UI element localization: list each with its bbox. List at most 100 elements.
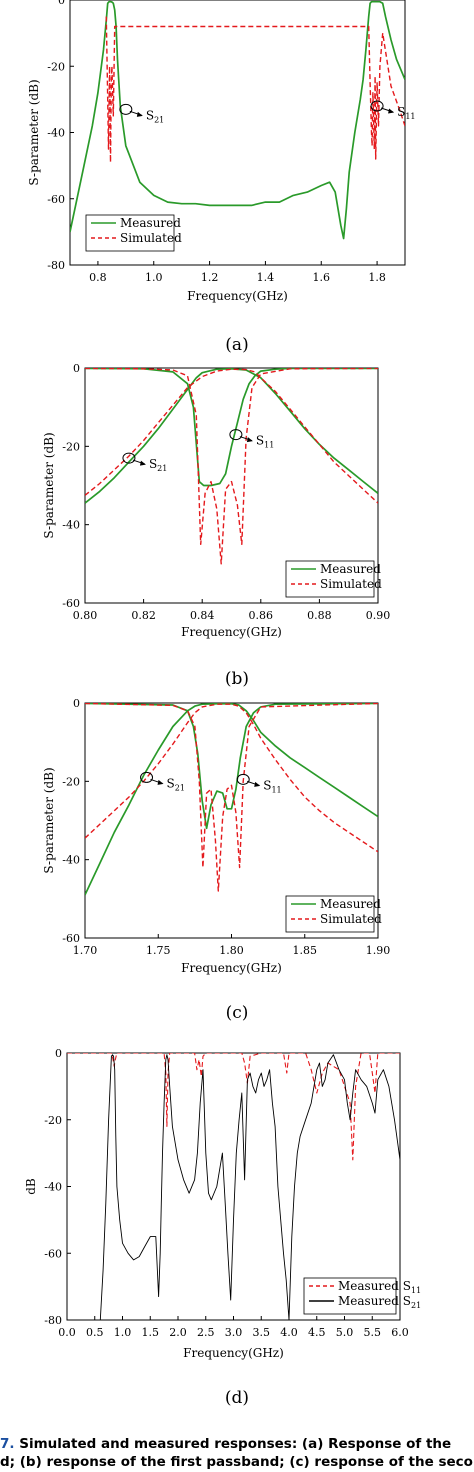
x-tick-label: 0.0 (58, 1326, 76, 1339)
series-line-measured-s21 (99, 1054, 400, 1320)
x-tick-label: 0.80 (73, 609, 98, 622)
annotation-label-s11: S11 (256, 434, 274, 450)
legend-label: Measured S11 (338, 1279, 421, 1295)
y-tick-label: 0 (73, 362, 80, 375)
y-tick-label: -20 (44, 1114, 62, 1127)
legend-label: Measured (320, 897, 381, 911)
annotation-arrowhead (136, 111, 143, 117)
caption-figure-number: 7. (0, 1436, 15, 1452)
series-line-simulated-s21 (85, 703, 378, 853)
figure-caption: 7. Simulated and measured responses: (a)… (0, 1435, 474, 1472)
legend-box (285, 560, 375, 598)
x-tick-label: 1.80 (219, 944, 244, 957)
y-tick-label: -40 (47, 127, 65, 140)
x-tick-label: 1.6 (313, 271, 331, 284)
series-line-measured-s21 (85, 368, 378, 504)
annotation-circle (229, 429, 243, 441)
x-tick-label: 6.0 (391, 1326, 409, 1339)
annotation-label-s11: S11 (397, 105, 415, 121)
x-tick-label: 0.88 (307, 609, 332, 622)
x-tick-label: 3.0 (225, 1326, 243, 1339)
annotation-circle (119, 103, 133, 115)
x-tick-label: 0.86 (249, 609, 274, 622)
legend-box (303, 1277, 397, 1315)
chart-panel-c: 0 -20 -40 -601.70 1.75 1.80 1.85 1.90 Frequency(… (42, 697, 390, 1023)
figure-canvas: 0 -20 -40 -60 -80 0.8 1.0 1.2 1.4 1.6 1.8 Frequency… (24, 0, 421, 1408)
annotation-label-s21: S21 (149, 457, 167, 473)
caption-line-1: 7. Simulated and measured responses: (a)… (0, 1435, 474, 1453)
y-tick-label: 0 (58, 0, 65, 7)
y-axis-label: S-parameter (dB) (42, 432, 56, 538)
x-axis-label: Frequency(GHz) (183, 1346, 284, 1360)
x-tick-label: 0.84 (190, 609, 215, 622)
annotation-circle (140, 771, 154, 783)
legend-box (285, 895, 375, 933)
x-tick-label: 1.0 (145, 271, 163, 284)
series-group (70, 0, 405, 240)
annotation-label-s21: S21 (146, 108, 164, 124)
x-tick-label: 2.0 (169, 1326, 187, 1339)
x-tick-label: 1.75 (146, 944, 171, 957)
annotation-arrowhead (254, 781, 261, 787)
series-group (85, 703, 378, 896)
x-tick-label: 1.2 (201, 271, 219, 284)
x-tick-label: 1.90 (366, 944, 391, 957)
x-tick-label: 5.5 (364, 1326, 382, 1339)
x-axis-label: Frequency(GHz) (187, 289, 288, 303)
chart-panel-d: 0 -20 -40 -60 -800.0 0.5 1.0 1.5 2.0 2.5 3.0 3.5 4.0… (24, 1047, 421, 1408)
series-group (67, 1053, 400, 1320)
annotation-circle (122, 452, 136, 464)
annotation-arrowhead (388, 108, 395, 114)
series-group (85, 368, 378, 565)
annotation-label-s21: S21 (167, 776, 185, 792)
legend-label: Simulated (320, 912, 382, 926)
y-tick-label: -80 (47, 259, 65, 272)
annotation-arrowhead (139, 460, 146, 466)
legend-label: Simulated (320, 577, 382, 591)
x-tick-label: 4.5 (308, 1326, 326, 1339)
x-axis-label: Frequency(GHz) (181, 961, 282, 975)
y-axis-label: S-parameter (dB) (27, 79, 41, 185)
y-tick-label: -20 (62, 775, 80, 788)
x-tick-label: 1.4 (257, 271, 275, 284)
x-tick-label: 1.5 (142, 1326, 160, 1339)
y-tick-label: 0 (55, 1047, 62, 1060)
annotation-circle (236, 773, 250, 785)
annotation-arrowhead (246, 437, 253, 443)
legend-label: Measured S21 (338, 1294, 421, 1310)
x-tick-label: 1.8 (368, 271, 386, 284)
x-tick-label: 0.90 (366, 609, 391, 622)
panel-label-d: (d) (225, 1388, 249, 1408)
caption-line-1-text: Simulated and measured responses: (a) Re… (14, 1436, 452, 1452)
legend-box (85, 214, 175, 252)
chart-panel-b: 0 -20 -40 -600.80 0.82 0.84 0.86 0.88 0.90 Freque… (42, 362, 390, 689)
annotation-label-s11: S11 (263, 778, 281, 794)
caption-line-2: d; (b) response of the first passband; (… (0, 1454, 474, 1470)
y-tick-label: 0 (73, 697, 80, 710)
series-line-simulated-s11 (85, 703, 378, 892)
series-line-measured-s11 (67, 1053, 400, 1161)
y-tick-label: -80 (44, 1314, 62, 1327)
series-line-measured-s21 (85, 703, 378, 896)
legend-label: Measured (120, 216, 181, 230)
y-axis-label: S-parameter (dB) (42, 767, 56, 873)
chart-panel-a: 0 -20 -40 -60 -80 0.8 1.0 1.2 1.4 1.6 1.8 Frequency… (27, 0, 416, 355)
x-tick-label: 0.82 (131, 609, 156, 622)
x-tick-label: 4.0 (280, 1326, 298, 1339)
y-tick-label: -20 (62, 440, 80, 453)
x-tick-label: 5.0 (336, 1326, 354, 1339)
annotation-circle (370, 100, 384, 112)
panel-label-a: (a) (225, 335, 248, 355)
y-tick-label: -40 (62, 854, 80, 867)
x-axis-label: Frequency(GHz) (181, 625, 282, 639)
panel-label-c: (c) (226, 1003, 249, 1023)
y-tick-label: -40 (44, 1181, 62, 1194)
series-line-simulated (105, 16, 405, 163)
series-line-measured-s11 (85, 368, 378, 487)
x-tick-label: 3.5 (253, 1326, 271, 1339)
y-tick-label: -60 (47, 193, 65, 206)
x-tick-label: 0.5 (86, 1326, 104, 1339)
